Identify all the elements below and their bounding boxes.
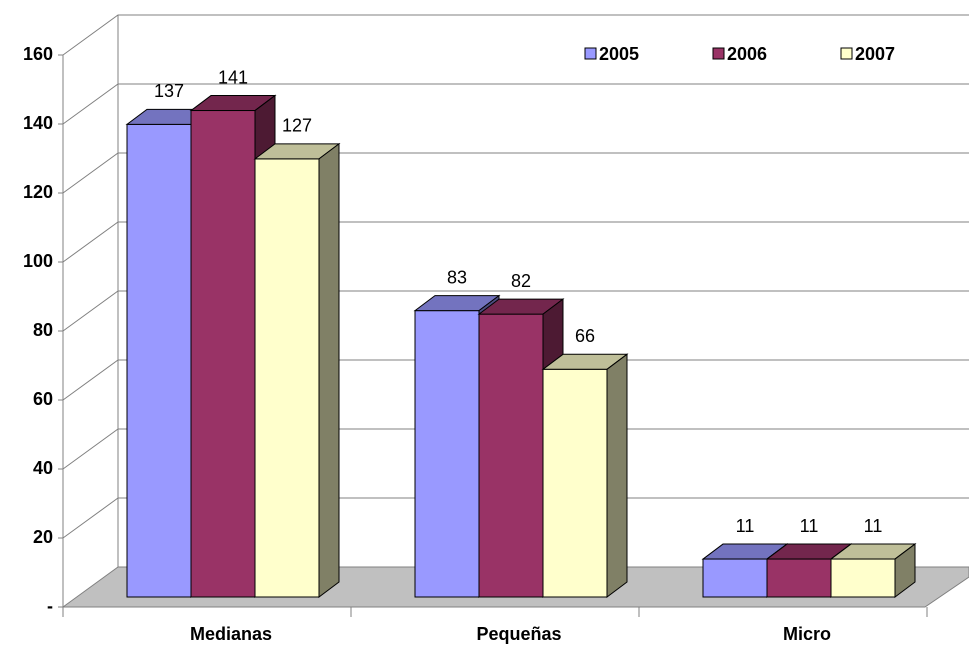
y-tick-label: 20 [33, 527, 53, 547]
x-tick-label: Micro [783, 624, 831, 644]
y-tick-label: 140 [23, 113, 53, 133]
legend-swatch [840, 47, 853, 60]
y-tick-label: 80 [33, 320, 53, 340]
data-label: 11 [864, 516, 883, 536]
grid-line [62, 14, 969, 56]
bar [702, 558, 768, 598]
y-tick-label: 120 [23, 182, 53, 202]
bar [254, 158, 320, 598]
legend-label: 2005 [599, 44, 639, 64]
grid-line [62, 428, 969, 470]
bar [126, 123, 192, 598]
y-tick-label: 100 [23, 251, 53, 271]
y-tick-label: 40 [33, 458, 53, 478]
legend-swatch [712, 47, 725, 60]
grid-line [62, 152, 969, 194]
y-tick-label: 60 [33, 389, 53, 409]
bar [190, 110, 256, 598]
grid-line [62, 290, 969, 332]
legend-label: 2006 [727, 44, 767, 64]
legend-swatch [584, 47, 597, 60]
legend-label: 2007 [855, 44, 895, 64]
x-tick-label: Pequeñas [476, 624, 561, 644]
data-label: 82 [511, 271, 531, 291]
data-label: 66 [575, 326, 595, 346]
bar [542, 368, 608, 598]
bar [478, 313, 544, 598]
y-tick-label: 160 [23, 44, 53, 64]
grid-line [62, 221, 969, 263]
grid-line [62, 83, 969, 125]
bar [830, 558, 896, 598]
grid-line [62, 359, 969, 401]
bar [414, 310, 480, 598]
data-label: 11 [736, 516, 755, 536]
data-label: 127 [282, 116, 312, 136]
bar-side [318, 142, 340, 598]
bar-side [606, 353, 628, 598]
bar [766, 558, 832, 598]
grid-line [62, 497, 969, 539]
x-tick-label: Medianas [190, 624, 272, 644]
data-label: 11 [800, 516, 819, 536]
data-label: 141 [218, 67, 248, 87]
bar-side [894, 543, 916, 598]
data-label: 137 [154, 81, 184, 101]
y-tick-label: - [47, 596, 53, 616]
data-label: 83 [447, 267, 467, 287]
